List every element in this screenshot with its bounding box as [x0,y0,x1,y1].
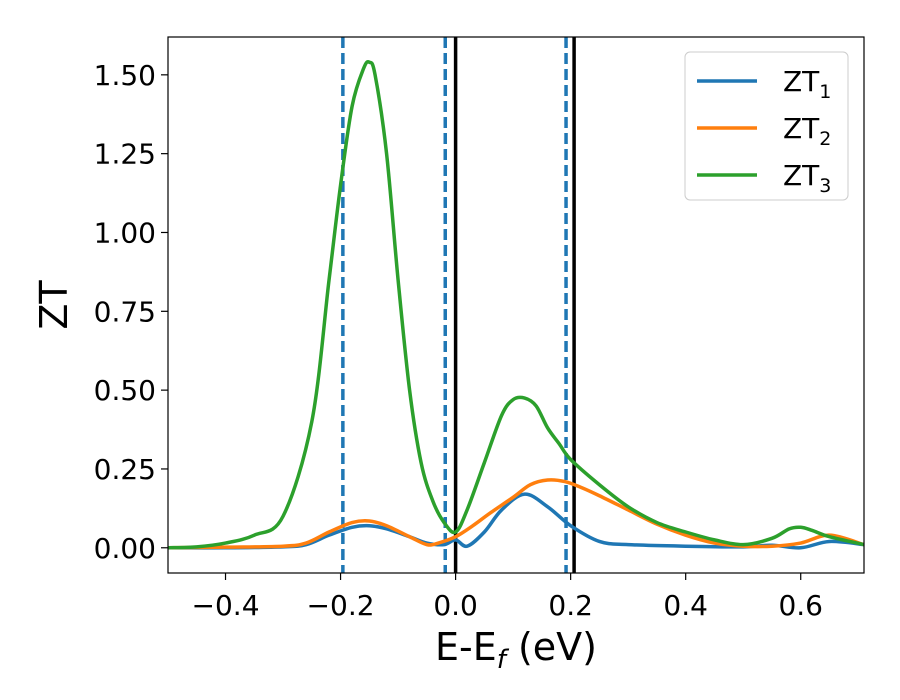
legend-label-zt2: ZT2 [783,112,831,150]
x-axis-label-main: E-E [435,625,497,669]
series-line-zt2 [168,478,864,550]
x-tick-label: 0.4 [663,589,708,622]
x-tick-label: −0.2 [307,589,375,622]
y-tick-label: 0.25 [94,453,156,486]
legend-label-zt1: ZT1 [783,65,831,103]
y-tick-label: 0.50 [94,374,156,407]
x-tick-label: 0.6 [778,589,823,622]
x-tick-label: −0.4 [192,589,260,622]
reference-lines [341,37,576,573]
y-tick-label: 1.00 [94,216,156,249]
legend-box [684,51,849,201]
x-axis-ticks: −0.4 −0.2 0.0 0.2 0.4 0.6 [192,573,823,622]
plot-frame [167,36,865,574]
y-tick-label: 1.25 [94,138,156,171]
series-line-zt1 [168,492,864,550]
x-axis-label-suffix: (eV) [506,625,597,669]
y-axis-ticks: 0.00 0.25 0.50 0.75 1.00 1.25 1.50 [94,59,168,565]
legend: ZT1 ZT2 ZT3 [684,51,849,201]
y-tick-label: 0.00 [94,532,156,565]
x-axis-label: E-Ef (eV) [435,625,597,675]
y-axis-label: ZT [32,280,76,330]
x-tick-label: 0.0 [433,589,478,622]
y-tick-label: 1.50 [94,59,156,92]
x-tick-label: 0.2 [548,589,593,622]
y-tick-label: 0.75 [94,295,156,328]
series-line-zt3 [168,59,864,550]
series-lines [168,59,864,550]
legend-label-zt3: ZT3 [783,159,831,197]
